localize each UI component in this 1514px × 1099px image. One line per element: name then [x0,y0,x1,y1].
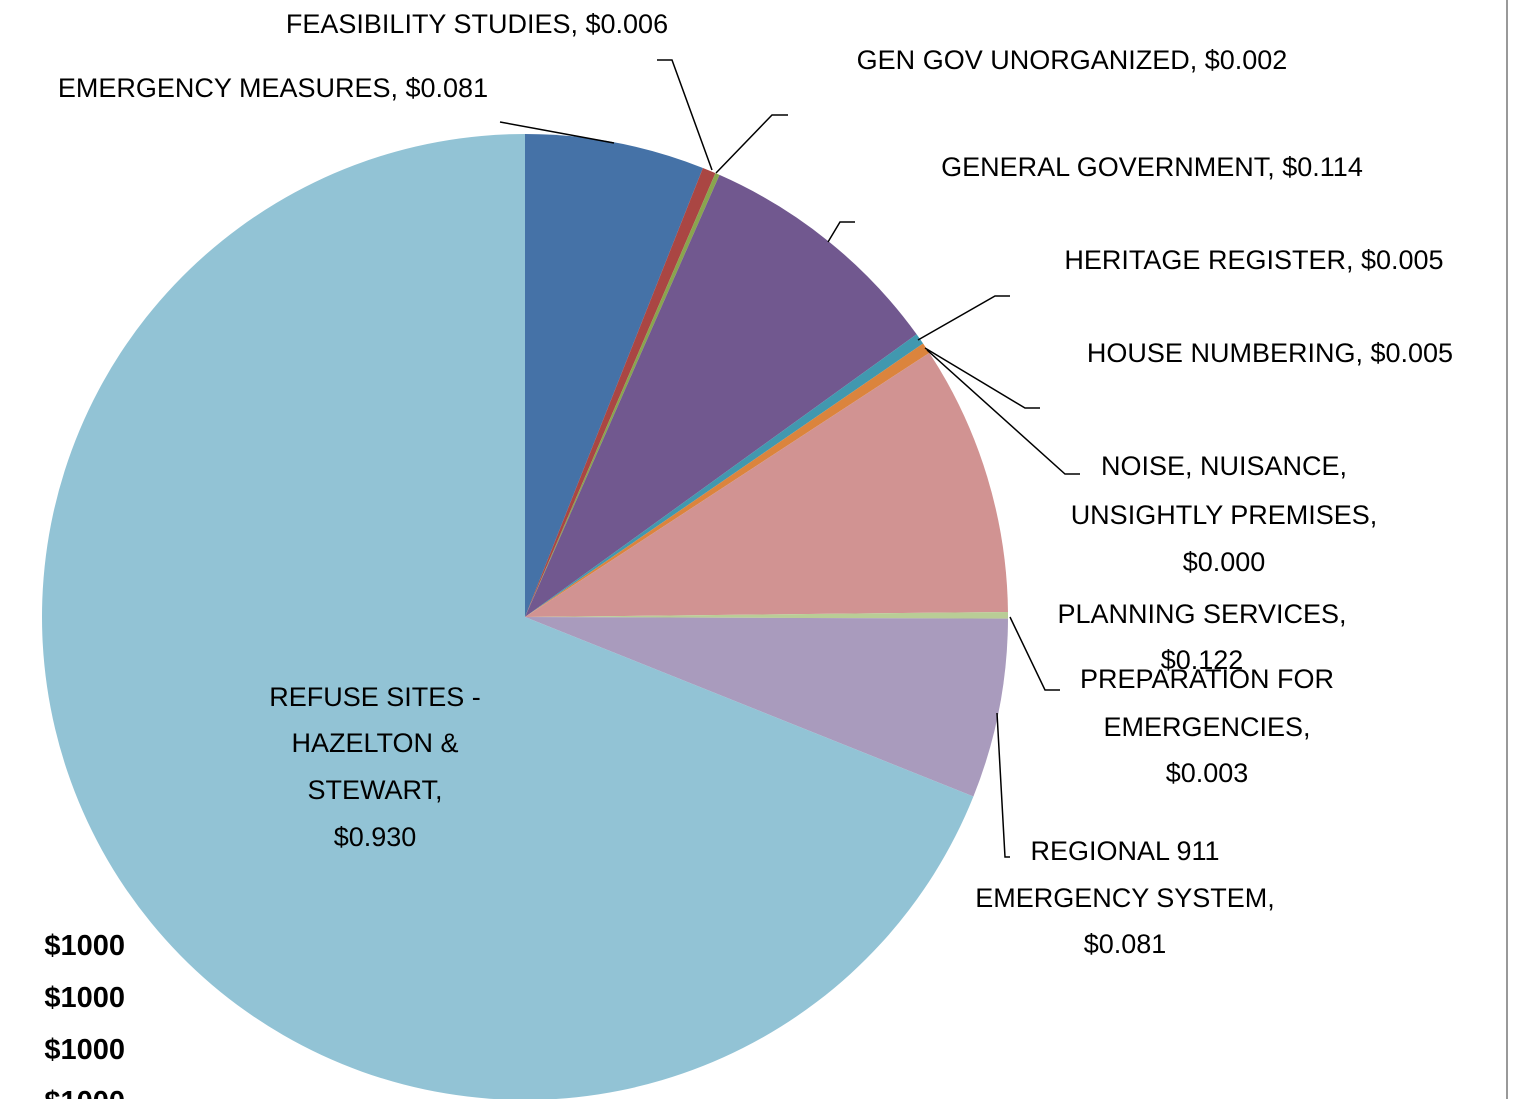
label-part: SERVICES [1195,599,1339,629]
label-part: , [1190,45,1198,75]
slice [525,334,924,617]
label-part: $0.005 [1353,245,1443,275]
slice [525,343,930,617]
label-part: PREMISES [1223,500,1370,530]
labels: EMERGENCY MEASURES, $0.081 FEASIBILITY ST… [58,9,1453,959]
label-part: STUDIES [446,9,571,39]
label-part: , [1355,338,1363,368]
leader-line [924,347,1040,409]
label-part: MEASURES [231,73,390,103]
label-part: EMERGENCIES [1103,712,1303,742]
label-part: , [435,775,443,805]
label-part: HAZELTON [291,728,433,758]
label-part: EMERGENCY [58,73,232,103]
slice [525,611,1008,619]
slice [525,167,716,618]
side-note: $1000 [44,1086,125,1099]
label-part: , [570,9,578,39]
label-part: & [433,728,459,758]
side-notes: $1000 $1000 $1000 $1000 [44,930,125,1099]
data-label: REFUSE SITES - HAZELTON & STEWART, $0.930 [269,682,481,852]
data-label: EMERGENCY MEASURES, $0.081 [58,73,488,103]
data-label: PLANNING SERVICES, $0.122 [1057,599,1346,675]
slice [525,352,1008,617]
label-part: $0.122 [1161,645,1244,675]
label-part: SITES [379,682,465,712]
label-part: $0.930 [334,822,417,852]
slice [42,134,974,1099]
slice [525,617,1008,797]
label-part: EMERGENCY [975,883,1149,913]
leader-line [996,712,1010,858]
label-part: $0.081 [1084,929,1167,959]
label-part: FEASIBILITY [286,9,447,39]
label-part: $0.081 [398,73,488,103]
label-part: REGISTER [1200,245,1346,275]
label-part: REGIONAL [1030,836,1170,866]
leader-line [499,121,615,144]
label-part: STEWART [307,775,437,805]
label-part: NUMBERING [1183,338,1356,368]
slice [525,134,703,617]
label-part: NOISE, [1101,451,1193,481]
label-part: GEN [857,45,916,75]
label-part: $0.114 [1275,152,1363,182]
label-part: UNORGANIZED [983,45,1190,75]
label-part: UNSIGHTLY [1071,500,1224,530]
data-label: FEASIBILITY STUDIES, $0.006 [286,9,668,39]
label-part: $0.003 [1166,758,1249,788]
label-part: $0.000 [1183,547,1266,577]
label-part: , [1267,152,1275,182]
label-part: , [1267,883,1275,913]
label-part: HOUSE [1087,338,1183,368]
data-label: HERITAGE REGISTER, $0.005 [1064,245,1443,275]
leader-line [917,295,1010,341]
data-label: HOUSE NUMBERING, $0.005 [1087,338,1453,368]
leader-line [657,59,713,171]
leader-line [1009,616,1060,691]
label-part: PREPARATION [1080,664,1270,694]
data-label: GENERAL GOVERNMENT, $0.114 [941,152,1363,182]
label-part: SYSTEM [1149,883,1268,913]
label-part: HERITAGE [1064,245,1200,275]
label-part: , [390,73,398,103]
label-part: REFUSE [269,682,379,712]
label-part: 911 [1169,836,1220,866]
label-part: , [1346,245,1354,275]
pie [42,134,1008,1099]
data-label: PREPARATION FOR EMERGENCIES, $0.003 [1080,664,1334,788]
label-part: , [1303,712,1311,742]
label-part: GOVERNMENT [1069,152,1270,182]
label-part: $0.005 [1363,338,1453,368]
leader-line [715,114,788,174]
data-label: REGIONAL 911 EMERGENCY SYSTEM, $0.081 [975,836,1275,959]
label-part: NUISANCE, [1193,451,1348,481]
label-part: - [464,682,481,712]
slice [525,173,720,618]
label-part: $0.006 [578,9,668,39]
label-part: GENERAL [941,152,1070,182]
leader-line [926,349,1080,475]
label-part: , [1339,599,1347,629]
label-part: GOV [915,45,983,75]
label-part: $0.002 [1197,45,1287,75]
leader-lines [499,59,1080,858]
side-note: $1000 [44,930,125,962]
label-part: PLANNING [1057,599,1195,629]
label-part: , [1370,500,1378,530]
leader-line [827,221,855,243]
label-part: FOR [1270,664,1335,694]
data-label: GEN GOV UNORGANIZED, $0.002 [857,45,1288,75]
side-note: $1000 [44,982,125,1014]
data-label: NOISE, NUISANCE, UNSIGHTLY PREMISES, $0.00… [1071,451,1378,577]
side-note: $1000 [44,1034,125,1066]
slice [525,174,917,617]
